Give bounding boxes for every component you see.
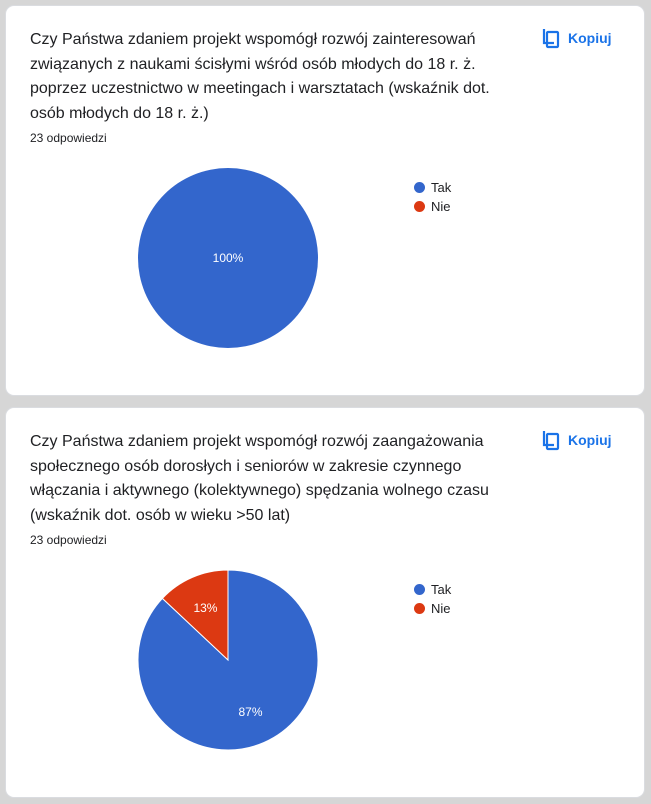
copy-icon [540, 27, 560, 49]
legend-label-nie: Nie [431, 199, 451, 214]
legend-swatch-tak [414, 182, 425, 193]
legend-item-tak[interactable]: Tak [414, 580, 451, 599]
chart-legend: Tak Nie [414, 580, 451, 618]
copy-button[interactable]: Kopiuj [540, 424, 630, 456]
copy-button-label: Kopiuj [568, 30, 612, 46]
copy-button[interactable]: Kopiuj [540, 22, 630, 54]
legend-label-tak: Tak [431, 582, 452, 597]
legend-item-tak[interactable]: Tak [414, 178, 451, 197]
legend-swatch-tak [414, 584, 425, 595]
legend-item-nie[interactable]: Nie [414, 599, 451, 618]
pie-chart: 100% [138, 168, 318, 348]
legend-item-nie[interactable]: Nie [414, 197, 451, 216]
pie-chart: 87% 13% [137, 569, 319, 751]
pie-slice-nie[interactable] [161, 569, 229, 662]
response-count: 23 odpowiedzi [30, 131, 107, 145]
response-count: 23 odpowiedzi [30, 533, 107, 547]
copy-icon [540, 429, 560, 451]
question-title: Czy Państwa zdaniem projekt wspomógł roz… [30, 433, 489, 524]
legend-swatch-nie [414, 603, 425, 614]
legend-swatch-nie [414, 201, 425, 212]
legend-label-tak: Tak [431, 180, 452, 195]
pie-label-tak: 100% [213, 251, 244, 265]
response-card-2: Czy Państwa zdaniem projekt wspomógł roz… [6, 408, 644, 797]
pie-label-tak: 87% [239, 705, 263, 719]
pie-slice-tak[interactable] [138, 168, 318, 348]
pie-label-nie: 13% [193, 601, 217, 615]
legend-label-nie: Nie [431, 601, 451, 616]
copy-button-label: Kopiuj [568, 432, 612, 448]
response-card-1: Czy Państwa zdaniem projekt wspomógł roz… [6, 6, 644, 395]
chart-legend: Tak Nie [414, 178, 451, 216]
question-title: Czy Państwa zdaniem projekt wspomógł roz… [30, 31, 490, 122]
